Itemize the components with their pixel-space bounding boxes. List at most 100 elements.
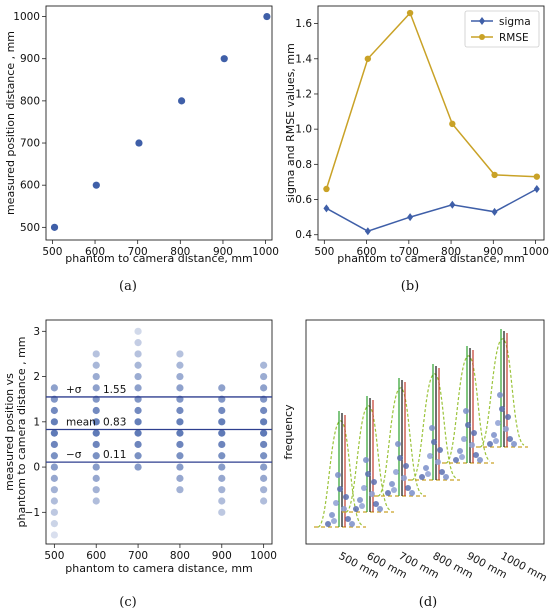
panel-a-xtick-label: 1000: [252, 246, 279, 258]
panel-d-dot: [505, 414, 511, 420]
panel-c-ytick-label: 2: [33, 371, 40, 383]
panel-c-point: [218, 418, 226, 426]
panel-c-point: [176, 440, 184, 449]
panel-b-ytick-label: 1.6: [295, 18, 312, 30]
panel-d-caption: (d): [419, 595, 437, 610]
panel-c-point: [134, 418, 142, 426]
panel-d-dot: [403, 463, 409, 469]
panel-d-dot: [497, 392, 503, 398]
panel-b-xtick-label: 600: [357, 246, 377, 258]
panel-b-point-sigma: [449, 200, 456, 209]
panel-c-point: [218, 440, 226, 449]
panel-c-ylabel-line1: measured position vs: [3, 373, 16, 491]
panel-d-dot: [427, 453, 433, 459]
panel-d-dot: [465, 422, 471, 428]
panel-d-dot: [507, 436, 513, 442]
panel-c-point: [92, 452, 100, 460]
panel-d-dot: [439, 469, 445, 475]
panel-c-point: [176, 474, 184, 482]
panel-d-dot: [419, 474, 425, 480]
panel-c-point: [260, 384, 268, 392]
panel-d-dot: [349, 521, 355, 527]
panel-c-point: [176, 406, 184, 415]
panel-d-dot: [461, 436, 467, 442]
panel-c-point: [50, 440, 58, 449]
panel-d-dot: [357, 497, 363, 503]
panel-d-frame: [305, 319, 545, 545]
panel-c-point: [50, 520, 58, 528]
panel-a-xlabel: phantom to camera distance, mm: [65, 252, 253, 265]
panel-a-xtick-label: 700: [128, 246, 148, 258]
panel-c-point: [134, 361, 142, 369]
panel-d-dot: [329, 512, 335, 518]
panel-c-point: [50, 384, 58, 392]
panel-d-dot: [395, 441, 401, 447]
panel-c-hline-value: 1.55: [103, 384, 126, 396]
panel-c-point: [260, 372, 268, 381]
panel-d-dot: [437, 447, 443, 453]
panel-c-point: [260, 497, 268, 505]
panel-b-ylabel: sigma and RMSE values, mm: [284, 43, 297, 203]
panel-c-hline-label: −σ: [66, 449, 82, 461]
panel-d-dot: [373, 501, 379, 507]
panel-d-dot: [487, 441, 493, 447]
panel-a-xtick-label: 500: [42, 246, 62, 258]
panel-a-point: [263, 12, 271, 21]
panel-c-point: [92, 474, 100, 482]
panel-c-point: [134, 384, 142, 392]
panel-d-curve: [445, 355, 491, 464]
panel-c-point: [218, 508, 226, 516]
panel-b-caption: (b): [401, 279, 419, 294]
panel-c-point: [218, 497, 226, 505]
panel-d-curve: [377, 387, 423, 497]
panel-d-dot: [389, 481, 395, 487]
panel-b-xlabel: phantom to camera distance, mm: [337, 252, 525, 265]
panel-d-ylabel: frequency: [282, 404, 295, 460]
panel-c-hline-value: 0.11: [103, 449, 126, 461]
panel-d-curve: [479, 338, 525, 448]
panel-c-point: [218, 452, 226, 460]
panel-d-dot: [391, 487, 397, 493]
panel-a-xtick-label: 900: [213, 246, 233, 258]
panel-c-point: [92, 406, 100, 415]
panel-c-point: [50, 429, 58, 437]
panel-c-point: [260, 406, 268, 415]
panel-c-ytick-label: 0: [33, 462, 40, 474]
panel-c-point: [50, 474, 58, 482]
panel-c-point: [50, 463, 58, 471]
panel-b-ytick-label: 0.8: [295, 159, 312, 171]
panel-b-series-line-rmse: [325, 11, 537, 190]
panel-c-point: [176, 361, 184, 369]
panel-c-point: [134, 463, 142, 471]
panel-a-point: [178, 97, 186, 105]
panel-c-point: [260, 429, 268, 437]
panel-c-point: [134, 372, 142, 381]
panel-d-dot: [385, 490, 391, 496]
panel-c-xtick-label: 700: [128, 550, 148, 562]
panel-b-ytick-label: 1.4: [295, 53, 312, 65]
panel-d-dot: [503, 426, 509, 432]
panel-d-dot: [371, 479, 377, 485]
panel-c-point: [92, 497, 100, 505]
panel-d-dot: [471, 430, 477, 436]
panel-b-ytick-label: 0.6: [295, 194, 312, 206]
panel-d-dot: [331, 518, 337, 524]
panel-c-point: [92, 372, 100, 381]
panel-d-dot: [397, 455, 403, 461]
panel-b-ytick-label: 1.0: [295, 124, 312, 136]
panel-d-dot: [353, 506, 359, 512]
panel-a-point: [220, 55, 228, 63]
panel-c-point: [260, 474, 268, 482]
panel-d-dot: [499, 406, 505, 412]
panel-d-dot: [443, 474, 449, 480]
panel-c-ytick-label: 1: [33, 416, 40, 428]
panel-d-dot: [459, 454, 465, 460]
panel-b-point-rmse: [364, 55, 372, 62]
panel-c-frame: [45, 319, 273, 545]
panel-d-dot: [365, 471, 371, 477]
panel-d-dot: [343, 494, 349, 500]
panel-b-frame: [317, 5, 545, 241]
panel-c-point: [92, 350, 100, 358]
panel-d-curve: [317, 420, 363, 528]
panel-d-dot: [477, 457, 483, 463]
